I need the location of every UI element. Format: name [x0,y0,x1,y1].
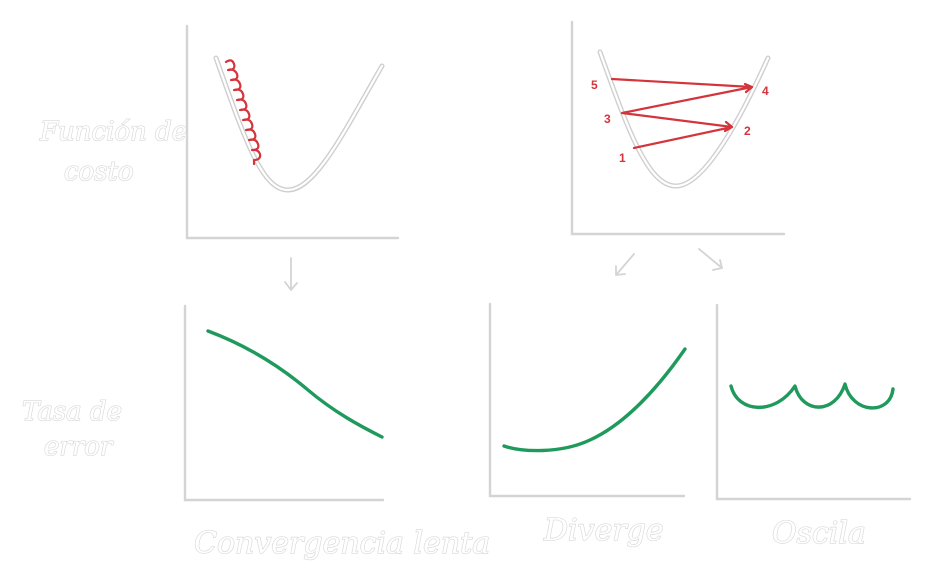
error-plot-diverge [488,302,687,498]
slow-convergence-label: Convergencia lenta [194,526,490,561]
cost-function-label-line2: costo [64,157,134,187]
divergent-steps-path [610,77,754,150]
step-number-4: 4 [762,84,769,98]
step-number-1: 1 [619,151,626,165]
down-left-arrow-icon [615,253,635,276]
cost-plot-large: 1 2 3 4 5 [570,20,786,236]
step-number-5: 5 [591,78,598,92]
cost-plot-large-axes [570,20,786,236]
cost-function-label-line1: Función de [39,117,187,147]
oscillates-label: Oscila [772,516,866,551]
error-plot-slow-axes [183,304,385,502]
step-number-3: 3 [604,112,611,126]
slow-convergence-curve [206,329,384,439]
error-plot-oscillate [715,303,912,501]
oscillating-curve [729,382,895,410]
cost-plot-slow [185,24,400,240]
error-plot-diverge-axes [488,302,686,498]
small-steps-squiggle [224,59,262,166]
diverges-label: Diverge [543,513,664,548]
error-rate-label-line1: Tasa de [22,397,122,427]
down-arrow-icon [284,257,298,291]
error-plot-oscillate-axes [715,303,912,501]
down-right-arrow-icon [698,248,723,271]
cost-plot-slow-axes [185,24,400,240]
diverging-curve [502,347,687,453]
step-number-2: 2 [744,124,751,138]
error-plot-slow [183,304,385,502]
error-rate-label-line2: error [44,432,114,462]
